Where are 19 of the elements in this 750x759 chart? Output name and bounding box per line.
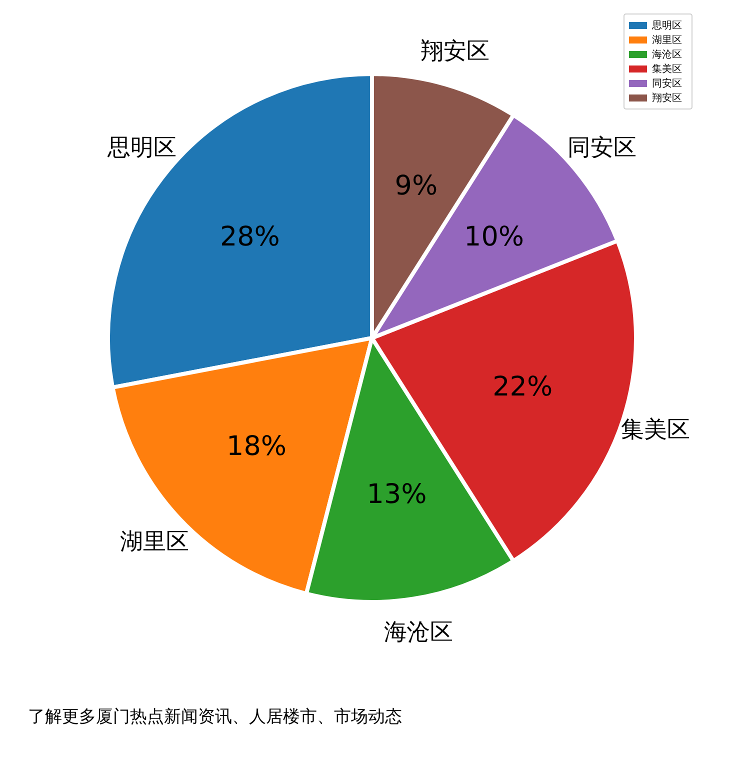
legend-label: 同安区	[652, 78, 682, 90]
legend-label: 翔安区	[652, 92, 682, 104]
slice-label: 同安区	[567, 134, 636, 161]
slice-label: 海沧区	[384, 620, 454, 646]
slice-label: 思明区	[106, 134, 177, 161]
data-label: 13%	[366, 478, 427, 510]
legend-label: 海沧区	[652, 48, 682, 60]
slice-label: 湖里区	[120, 529, 190, 556]
legend-label: 湖里区	[652, 34, 682, 46]
data-label: 18%	[226, 430, 287, 462]
data-label: 10%	[464, 222, 524, 253]
slice-label: 集美区	[621, 417, 690, 444]
data-label: 9%	[394, 170, 438, 202]
data-label: 28%	[220, 222, 280, 253]
legend-label: 集美区	[652, 63, 682, 75]
legend-label: 思明区	[651, 20, 682, 32]
text: 了解更多厦门热点新闻资讯、人居楼市、市场动态	[28, 707, 402, 727]
slice-label: 翔安区	[420, 38, 490, 65]
data-label: 22%	[492, 371, 553, 402]
